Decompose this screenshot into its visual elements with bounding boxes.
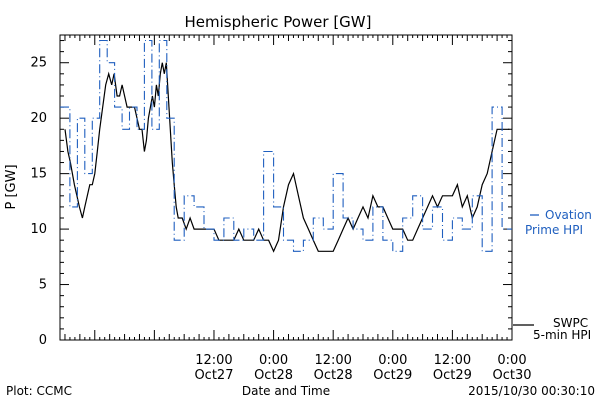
plot-timestamp: 2015/10/30 00:30:10 — [468, 384, 595, 398]
y-tick-label: 25 — [30, 56, 47, 71]
series-layer — [60, 39, 512, 253]
y-axis-ticks: 0 5 10 15 20 25 — [30, 40, 512, 348]
x-tick-date-label: Oct28 — [314, 368, 353, 383]
x-tick-time-label: 0:00 — [378, 353, 407, 368]
x-tick-time-label: 0:00 — [259, 353, 288, 368]
plot-frame — [59, 34, 513, 341]
y-tick-label: 5 — [39, 278, 47, 293]
x-tick-date-label: Oct30 — [492, 368, 531, 383]
x-axis-ticks: 12:00Oct270:00Oct2812:00Oct280:00Oct2912… — [59, 35, 532, 383]
series-line-ovation-prime — [60, 39, 512, 252]
x-tick-time-label: 12:00 — [434, 353, 471, 368]
series-line-swpc — [64, 62, 510, 253]
y-tick-label: 10 — [30, 222, 47, 237]
plot-credit: Plot: CCMC — [6, 384, 72, 398]
legend-label-swpc-2: 5-min HPI — [533, 328, 591, 342]
x-tick-date-label: Oct27 — [194, 368, 233, 383]
legend-label-ovation-2: Prime HPI — [525, 223, 583, 237]
x-tick-time-label: 12:00 — [314, 353, 351, 368]
y-tick-label: 20 — [30, 111, 47, 126]
legend-label-swpc-1: SWPC — [553, 316, 588, 330]
chart-title: Hemispheric Power [GW] — [185, 13, 372, 31]
x-tick-date-label: Oct29 — [373, 368, 412, 383]
legend-item-swpc: SWPC 5-min HPI — [513, 316, 591, 342]
y-axis-label: P [GW] — [4, 164, 19, 209]
x-tick-time-label: 0:00 — [497, 353, 526, 368]
y-tick-label: 0 — [39, 333, 47, 348]
legend: Ovation Prime HPI SWPC 5-min HPI — [513, 208, 592, 342]
legend-item-ovation: Ovation Prime HPI — [525, 208, 592, 237]
x-axis-label: Date and Time — [242, 384, 330, 398]
x-tick-date-label: Oct28 — [254, 368, 293, 383]
legend-label-ovation-1: Ovation — [545, 208, 592, 222]
y-tick-label: 15 — [30, 167, 47, 182]
x-tick-date-label: Oct29 — [433, 368, 472, 383]
x-tick-time-label: 12:00 — [195, 353, 232, 368]
